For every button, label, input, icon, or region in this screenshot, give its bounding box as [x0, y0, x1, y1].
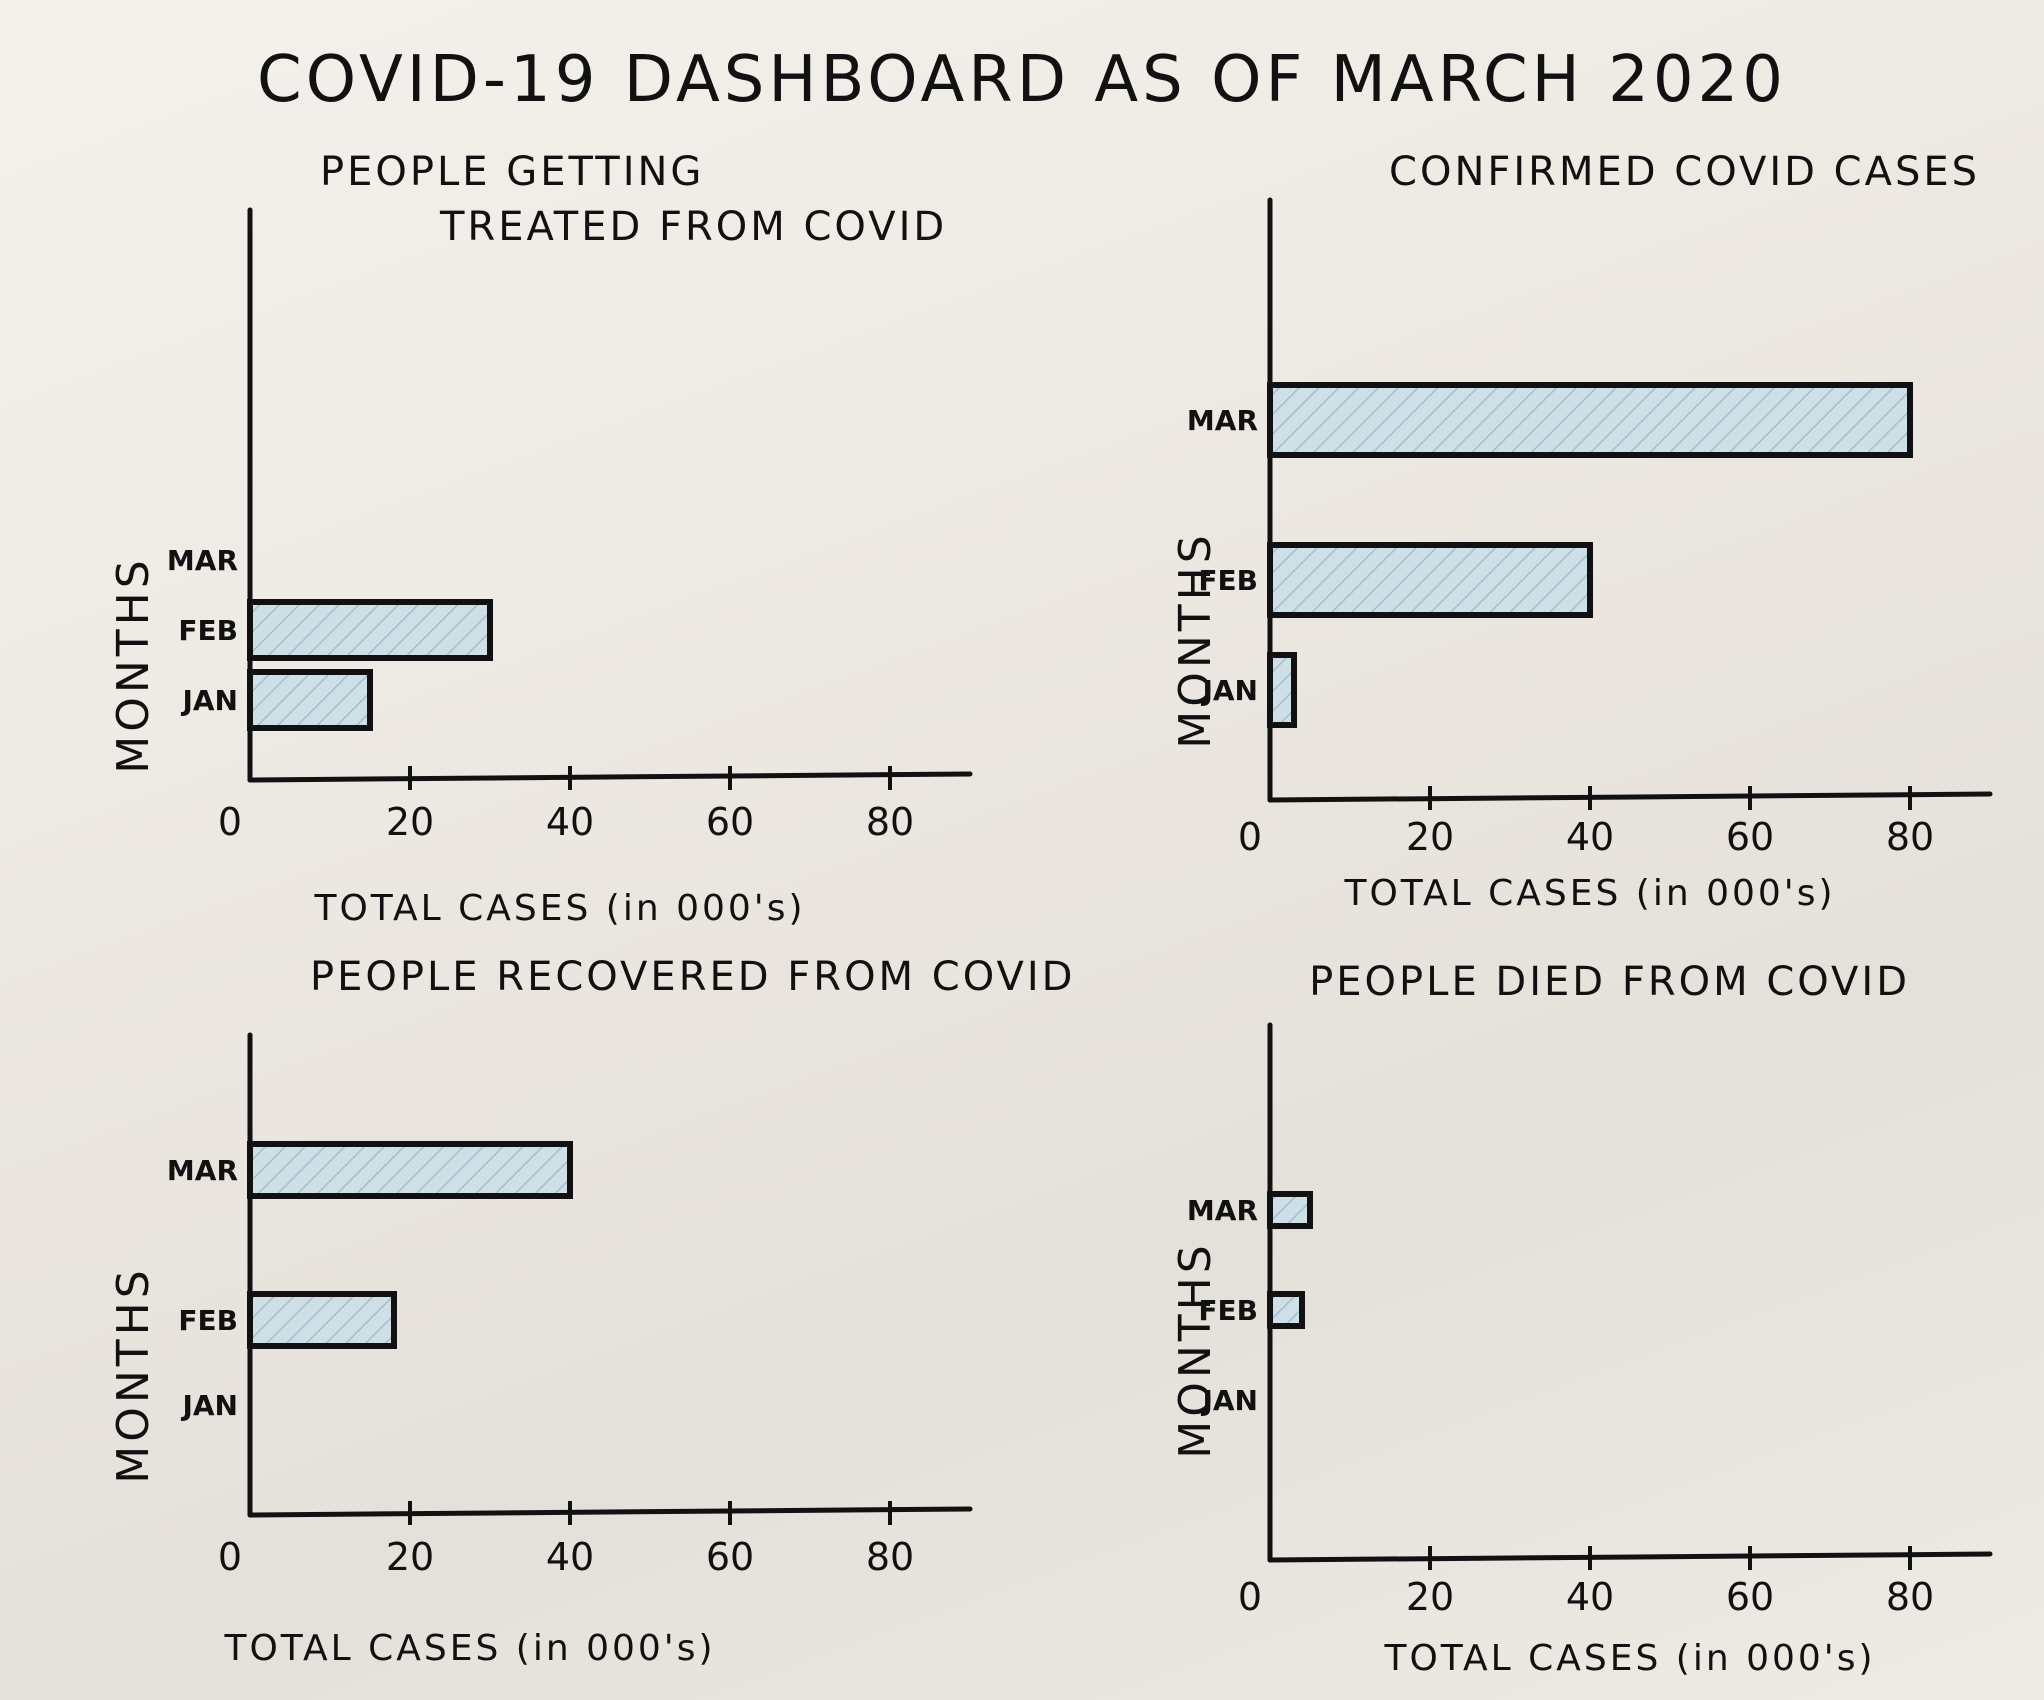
category-label: MAR [1187, 404, 1258, 437]
category-label: JAN [1200, 1384, 1258, 1417]
x-tick-label: 60 [1726, 1575, 1774, 1619]
chart-recovered: PEOPLE RECOVERED FROM COVID MONTHS TOTAL… [108, 954, 1072, 1669]
category-label: JAN [180, 684, 238, 717]
x-tick-label: 80 [1886, 815, 1934, 859]
x-axis-line [247, 1506, 973, 1518]
bar-jan [1267, 652, 1297, 728]
category-label: FEB [1198, 564, 1258, 597]
x-tick-label: 80 [1886, 1575, 1934, 1619]
x-axis-label: TOTAL CASES (in 000's) [223, 1628, 715, 1669]
plot-area: 0 20 40 60 80 JAN FEB MAR [1187, 1022, 1993, 1619]
x-tick-label: 0 [1238, 815, 1262, 859]
x-tick-label: 60 [1726, 815, 1774, 859]
category-label: FEB [1198, 1294, 1258, 1327]
plot-area: 0 20 40 60 80 JAN FEB MAR [167, 1032, 973, 1579]
x-tick-label: 20 [1406, 815, 1454, 859]
y-axis-label: MONTHS [108, 1266, 159, 1483]
x-axis-line [1267, 791, 1993, 803]
category-label: MAR [167, 1154, 238, 1187]
bar-mar [247, 1141, 573, 1199]
bar-feb [247, 1291, 397, 1349]
chart-died: PEOPLE DIED FROM COVID MONTHS TOTAL CASE… [1170, 959, 1993, 1679]
x-tick-label: 0 [1238, 1575, 1262, 1619]
bar-jan [247, 669, 373, 731]
x-axis-line [247, 771, 973, 783]
x-tick-label: 80 [866, 800, 914, 844]
x-tick-label: 20 [386, 1535, 434, 1579]
x-tick-label: 40 [546, 800, 594, 844]
dashboard-title: COVID-19 DASHBOARD AS OF MARCH 2020 [257, 43, 1787, 117]
x-tick-label: 60 [706, 1535, 754, 1579]
x-tick-label: 20 [386, 800, 434, 844]
category-label: FEB [178, 614, 238, 647]
x-tick-label: 80 [866, 1535, 914, 1579]
x-tick-label: 0 [218, 1535, 242, 1579]
chart-title-line-1: PEOPLE GETTING [320, 149, 704, 195]
y-axis-label: MONTHS [108, 556, 159, 773]
bar-feb [1267, 1291, 1305, 1329]
x-tick-label: 60 [706, 800, 754, 844]
chart-title: PEOPLE RECOVERED FROM COVID [310, 954, 1075, 1000]
x-axis-label: TOTAL CASES (in 000's) [1383, 1638, 1875, 1679]
x-tick-label: 0 [218, 800, 242, 844]
y-axis-label: MONTHS [1170, 531, 1221, 748]
category-label: FEB [178, 1304, 238, 1337]
category-label: JAN [1200, 674, 1258, 707]
chart-title: CONFIRMED COVID CASES [1389, 149, 1980, 195]
x-tick-label: 40 [1566, 1575, 1614, 1619]
chart-title-line-2: TREATED FROM COVID [439, 204, 947, 250]
x-axis-label: TOTAL CASES (in 000's) [313, 888, 805, 929]
x-tick-label: 20 [1406, 1575, 1454, 1619]
bar-feb [247, 599, 493, 661]
x-tick-label: 40 [546, 1535, 594, 1579]
chart-title: PEOPLE DIED FROM COVID [1309, 959, 1910, 1005]
chart-confirmed: CONFIRMED COVID CASES MONTHS TOTAL CASES… [1170, 149, 1993, 914]
x-axis-line [1267, 1551, 1993, 1563]
y-axis-label: MONTHS [1170, 1241, 1221, 1458]
x-axis-label: TOTAL CASES (in 000's) [1343, 873, 1835, 914]
plot-area: 0 20 40 60 80 JAN FEB MAR [167, 207, 973, 844]
bar-mar [1267, 1191, 1313, 1229]
bar-mar [1267, 382, 1913, 458]
bar-feb [1267, 542, 1593, 618]
chart-treated: PEOPLE GETTING TREATED FROM COVID MONTHS… [108, 149, 973, 929]
category-label: JAN [180, 1389, 238, 1422]
category-label: MAR [167, 544, 238, 577]
x-tick-label: 40 [1566, 815, 1614, 859]
category-label: MAR [1187, 1194, 1258, 1227]
plot-area: 0 20 40 60 80 JAN FEB MAR [1187, 197, 1993, 859]
